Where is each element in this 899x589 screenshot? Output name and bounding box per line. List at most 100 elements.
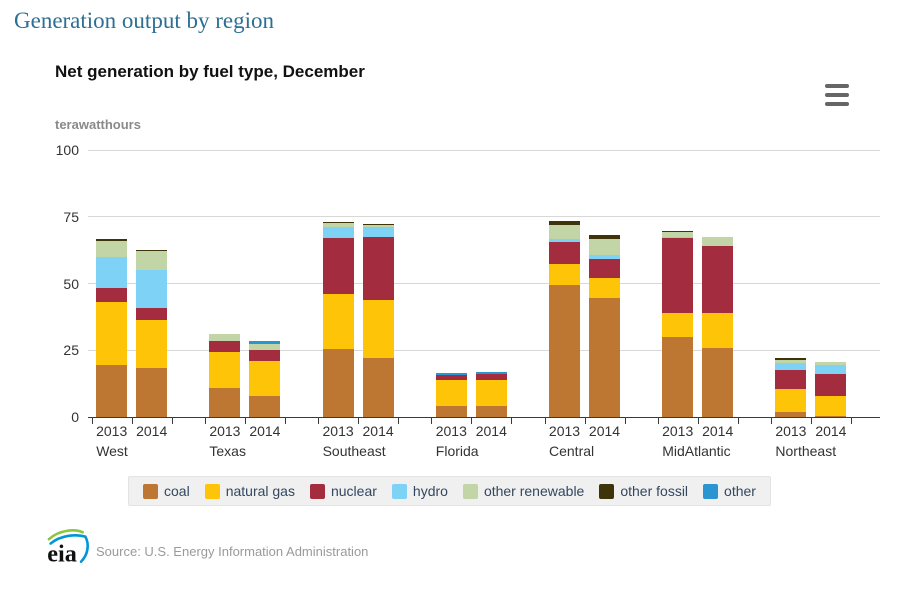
legend-swatch-natural-gas bbox=[204, 483, 220, 499]
y-axis-label: 100 bbox=[55, 142, 79, 158]
legend-label: other renewable bbox=[483, 483, 585, 499]
x-axis-tick bbox=[810, 417, 812, 424]
bar-segment-coal bbox=[209, 387, 241, 417]
x-axis-tick bbox=[584, 417, 586, 424]
x-axis-year-label: 2013 bbox=[775, 423, 807, 439]
bar-segment-hydro bbox=[775, 362, 807, 370]
legend-label: other bbox=[724, 483, 756, 499]
bar-segment-hydro bbox=[589, 255, 620, 259]
gridline bbox=[88, 283, 880, 284]
bar-segment-coal bbox=[435, 406, 467, 417]
legend-label: nuclear bbox=[330, 483, 377, 499]
x-axis-tick bbox=[358, 417, 360, 424]
bar-segment-other-fossil bbox=[775, 358, 807, 361]
legend-item-other-fossil[interactable]: other fossil bbox=[599, 483, 688, 499]
bar-segment-other bbox=[435, 372, 467, 375]
bar-segment-other-fossil bbox=[549, 220, 580, 225]
bar-segment-other-fossil bbox=[589, 234, 620, 240]
x-axis-tick bbox=[511, 417, 513, 424]
x-axis-year-label: 2013 bbox=[662, 423, 694, 439]
bar-segment-natural-gas bbox=[702, 312, 734, 348]
chart-title: Net generation by fuel type, December bbox=[55, 62, 365, 81]
logo-blue-swoosh bbox=[49, 534, 89, 564]
x-axis-tick bbox=[284, 417, 286, 424]
bar-segment-coal bbox=[549, 284, 580, 417]
bar-segment-coal bbox=[136, 367, 168, 417]
bar-segment-hydro bbox=[96, 256, 128, 288]
bar-segment-nuclear bbox=[136, 307, 168, 320]
bar-segment-nuclear bbox=[662, 238, 694, 313]
x-axis-tick bbox=[91, 417, 93, 424]
x-axis-tick bbox=[431, 417, 433, 424]
x-axis-tick bbox=[244, 417, 246, 424]
bar-segment-other-renewable bbox=[662, 232, 694, 238]
legend-swatch-other-fossil bbox=[599, 483, 615, 499]
x-axis-year-label: 2013 bbox=[96, 423, 128, 439]
bar-segment-natural-gas bbox=[815, 395, 847, 416]
legend-swatch-other-renewable bbox=[462, 483, 478, 499]
gridline bbox=[88, 349, 880, 351]
bar-segment-other-fossil bbox=[362, 224, 394, 226]
bar-segment-nuclear bbox=[549, 242, 580, 265]
hamburger-bar bbox=[825, 93, 849, 97]
gridline bbox=[88, 216, 880, 218]
bar-segment-hydro bbox=[322, 227, 354, 239]
bar-segment-other-renewable bbox=[702, 236, 734, 247]
y-axis-label: 0 bbox=[71, 409, 79, 425]
bar-segment-other-fossil bbox=[662, 230, 694, 233]
bar-segment-coal bbox=[815, 415, 847, 417]
legend-label: other fossil bbox=[620, 483, 689, 499]
x-axis-year-label: 2014 bbox=[702, 423, 734, 439]
x-axis-year-label: 2013 bbox=[548, 423, 581, 439]
x-axis-year-label: 2014 bbox=[815, 423, 847, 439]
bar-segment-natural-gas bbox=[475, 379, 507, 407]
x-axis-tick bbox=[770, 417, 772, 424]
hamburger-bar bbox=[825, 84, 849, 88]
x-axis-tick bbox=[737, 417, 739, 424]
bar-segment-other bbox=[475, 372, 507, 375]
hamburger-menu-icon[interactable] bbox=[824, 83, 852, 107]
x-axis-tick bbox=[398, 417, 400, 424]
legend: coal natural gas nuclear hydro other renewab… bbox=[0, 476, 899, 506]
bar-segment-nuclear bbox=[435, 374, 467, 380]
y-axis-label: 75 bbox=[63, 208, 79, 225]
logo-green-swoosh bbox=[47, 529, 85, 541]
y-axis-label: 50 bbox=[63, 275, 79, 292]
bar-segment-coal bbox=[589, 298, 620, 417]
bar-segment-natural-gas bbox=[362, 299, 394, 359]
bar-segment-other bbox=[249, 340, 281, 344]
bar-segment-natural-gas bbox=[249, 360, 281, 396]
legend-item-coal[interactable]: coal bbox=[143, 483, 190, 499]
legend-swatch-nuclear bbox=[309, 483, 325, 499]
x-axis-region-label: Florida bbox=[435, 443, 479, 459]
page-title: Generation output by region bbox=[14, 8, 274, 33]
bar-segment-coal bbox=[362, 358, 394, 417]
legend-item-other[interactable]: other bbox=[703, 483, 756, 499]
bar-segment-nuclear bbox=[702, 246, 734, 313]
bar-segment-nuclear bbox=[475, 374, 507, 380]
legend-item-hydro[interactable]: hydro bbox=[391, 483, 448, 499]
x-axis-region-label: MidAtlantic bbox=[662, 443, 731, 459]
bar-segment-natural-gas bbox=[435, 379, 467, 407]
x-axis-year-label: 2014 bbox=[362, 423, 394, 439]
x-axis-tick bbox=[318, 417, 320, 424]
x-axis-year-label: 2013 bbox=[209, 423, 241, 439]
legend-box: coal natural gas nuclear hydro other renewab… bbox=[128, 476, 771, 506]
x-axis-tick bbox=[471, 417, 473, 424]
legend-label: hydro bbox=[412, 483, 448, 499]
bar-segment-other-renewable bbox=[322, 223, 354, 228]
legend-item-other-renewable[interactable]: other renewable bbox=[462, 483, 585, 499]
bar-segment-other-renewable bbox=[209, 334, 241, 341]
legend-item-nuclear[interactable]: nuclear bbox=[309, 483, 377, 499]
legend-item-natural-gas[interactable]: natural gas bbox=[204, 483, 295, 499]
bar-segment-coal bbox=[249, 395, 281, 417]
bar-segment-nuclear bbox=[96, 287, 128, 303]
plot-area: 0 25 50 75 100 2013 2014 West 2013 2014 Texas 2013 2… bbox=[56, 143, 880, 459]
source-text: Source: U.S. Energy Information Administ… bbox=[96, 544, 369, 559]
y-axis-label: 25 bbox=[63, 342, 79, 359]
bar-segment-coal bbox=[96, 364, 128, 417]
bar-segment-natural-gas bbox=[662, 312, 694, 337]
bar-segment-other-renewable bbox=[362, 225, 394, 228]
bar-segment-natural-gas bbox=[775, 388, 807, 413]
bar-segment-other-renewable bbox=[549, 224, 580, 240]
